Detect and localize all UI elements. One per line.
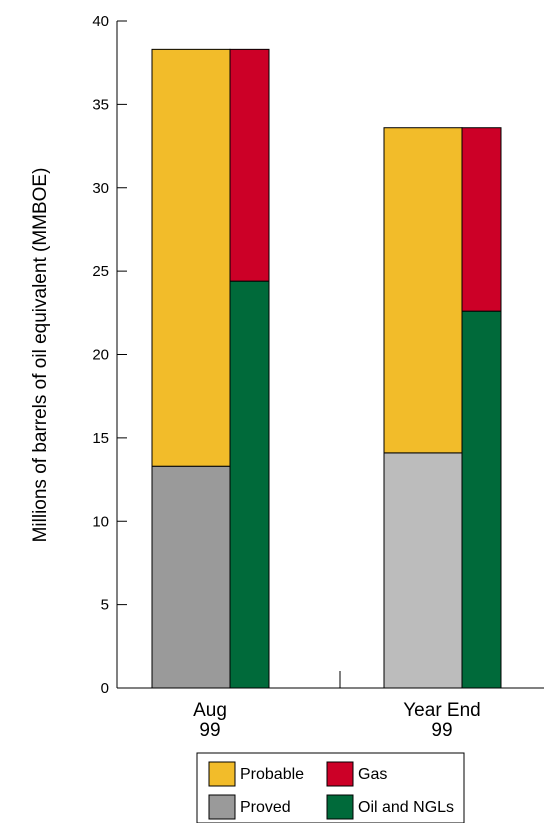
legend-swatch	[326, 761, 354, 787]
y-axis-title: Millions of barrels of oil equivalent (M…	[30, 168, 51, 543]
x-category-label-year: 99	[431, 720, 452, 741]
legend-label: Probable	[240, 766, 304, 783]
y-tick-label: 35	[92, 96, 109, 113]
y-tick-label: 30	[92, 180, 109, 197]
bar-probable	[151, 48, 231, 467]
bar-gas	[461, 127, 502, 312]
legend-label: Proved	[240, 799, 291, 816]
y-tick-label: 15	[92, 430, 109, 447]
x-category-label: Year End	[403, 700, 480, 721]
x-category-label: Aug	[193, 700, 227, 721]
bar-probable	[383, 127, 463, 454]
y-tick-label: 40	[92, 13, 109, 30]
legend: Probable Gas Proved Oil and NGLs	[196, 752, 465, 823]
y-tick-label: 20	[92, 347, 109, 364]
legend-label: Oil and NGLs	[358, 799, 454, 816]
x-category-label-year: 99	[199, 720, 220, 741]
bar-oil-and-ngls	[229, 280, 270, 689]
bar-gas	[229, 48, 270, 282]
y-tick-label: 25	[92, 263, 109, 280]
bar-proved	[151, 465, 231, 689]
legend-swatch	[208, 794, 236, 820]
bar-proved	[383, 452, 463, 689]
y-tick-label: 0	[101, 680, 109, 697]
legend-swatch	[208, 761, 236, 787]
bars	[151, 48, 502, 689]
bar-oil-and-ngls	[461, 310, 502, 689]
legend-swatch	[326, 794, 354, 820]
y-tick-label: 10	[92, 513, 109, 530]
y-tick-label: 5	[101, 597, 109, 614]
legend-label: Gas	[358, 766, 387, 783]
y-axis: 0 5 10 15 20 25 30 35 40	[92, 13, 127, 697]
